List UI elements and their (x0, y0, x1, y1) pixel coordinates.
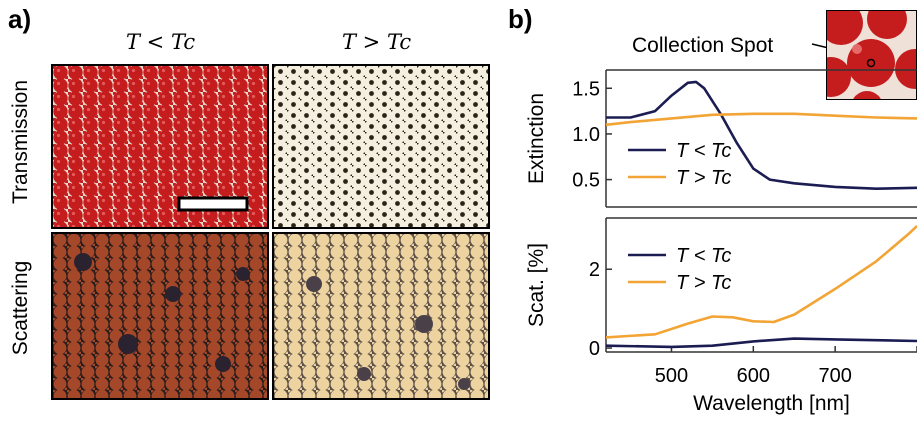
inset-label: Collection Spot (632, 34, 774, 57)
col-header-below: T < Tc (126, 30, 195, 54)
extinction-chart: 0.5 1.0 1.5 Extinction T < Tc T > Tc (525, 69, 917, 208)
micrograph-transmission-below-image (53, 66, 267, 227)
y-axis-label: Extinction (525, 93, 548, 184)
series-line-below (606, 337, 917, 349)
inset-image-graphic (827, 11, 916, 99)
inset-image (826, 10, 917, 100)
micrograph-scattering-below (51, 232, 269, 400)
micrograph-transmission-above (272, 64, 490, 229)
panel-a-label: a) (8, 4, 32, 34)
row-label-scattering: Scattering (9, 260, 32, 356)
series-line-above (606, 112, 917, 127)
legend-label: T < Tc (676, 245, 731, 267)
col-header-above: T > Tc (342, 30, 411, 54)
legend-label: T > Tc (676, 167, 731, 189)
x-axis-label: Wavelength [nm] (693, 392, 850, 415)
micrograph-scattering-above (272, 232, 490, 400)
scale-bar (177, 196, 249, 212)
y-tick-label: 2 (589, 259, 600, 281)
micrograph-transmission-below (51, 64, 269, 229)
micrograph-transmission-above-image (274, 66, 488, 227)
col-header-below-text: T < Tc (126, 30, 196, 54)
x-tick-label: 500 (655, 365, 688, 387)
scattering-chart: 0 2 500 600 700 Scat. [%] Wavelength [nm] T < T… (525, 217, 917, 415)
micrograph-scattering-below-image (53, 234, 267, 398)
y-tick-label: 1.5 (572, 78, 600, 100)
collection-spot-marker (866, 58, 876, 68)
series-line-above (606, 224, 917, 339)
legend-label: T > Tc (676, 272, 731, 294)
x-tick-label: 600 (737, 365, 770, 387)
y-tick-label: 1.0 (572, 124, 600, 146)
col-header-above-text: T > Tc (342, 30, 412, 54)
y-tick-label: 0.5 (572, 170, 600, 192)
x-tick-label: 700 (818, 365, 851, 387)
legend-label: T < Tc (676, 140, 731, 162)
panel-b-label: b) (508, 4, 533, 34)
y-axis-label: Scat. [%] (525, 243, 548, 327)
row-label-transmission: Transmission (9, 79, 32, 205)
series-line-below (606, 80, 917, 190)
y-tick-label: 0 (589, 338, 600, 360)
micrograph-scattering-above-image (274, 234, 488, 398)
